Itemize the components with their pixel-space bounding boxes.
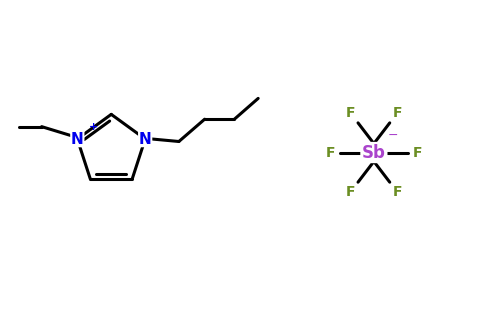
Text: N: N [71, 131, 84, 147]
Text: Sb: Sb [362, 144, 386, 162]
Text: F: F [392, 106, 402, 120]
Text: F: F [392, 185, 402, 199]
Text: F: F [346, 106, 355, 120]
Text: F: F [326, 145, 335, 160]
Text: N: N [139, 131, 151, 147]
Text: +: + [88, 122, 98, 131]
Text: F: F [346, 185, 355, 199]
Text: −: − [388, 129, 398, 142]
Text: F: F [412, 145, 422, 160]
